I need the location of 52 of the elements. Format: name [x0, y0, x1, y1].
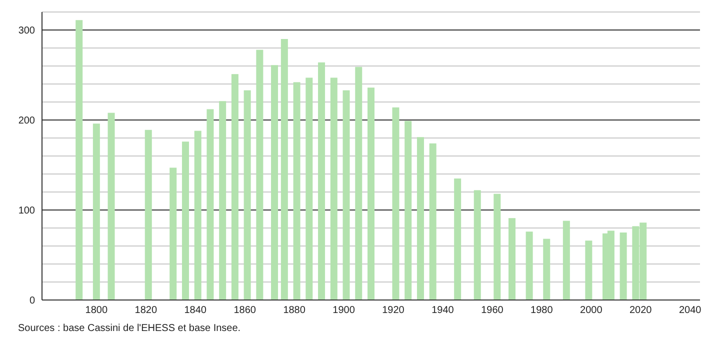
x-tick-label: 1980 — [530, 305, 554, 316]
bar — [244, 90, 251, 300]
bar — [293, 82, 300, 300]
bar — [416, 137, 424, 300]
y-tick-label: 300 — [18, 26, 36, 36]
bar — [392, 107, 400, 300]
bar — [318, 62, 326, 300]
y-tick-label: 100 — [18, 206, 36, 216]
bar — [194, 130, 202, 300]
bar — [306, 78, 313, 300]
bar — [342, 90, 350, 300]
bar — [280, 39, 288, 300]
x-tick-label: 1940 — [432, 305, 454, 316]
x-tick-label: 1820 — [134, 305, 158, 316]
bar — [526, 232, 533, 300]
bar — [144, 130, 152, 300]
bar — [585, 240, 592, 300]
bar — [219, 101, 226, 300]
x-tick-label: 1880 — [283, 305, 306, 316]
bar — [508, 218, 516, 300]
x-tick-label: 1920 — [382, 305, 405, 316]
x-tick-label: 1960 — [481, 305, 504, 316]
y-tick-label: 0 — [29, 296, 36, 306]
bar — [543, 238, 550, 300]
x-tick-label: 1900 — [332, 305, 356, 316]
bar — [206, 109, 214, 300]
bar — [170, 168, 177, 300]
x-tick-label: 2020 — [630, 305, 652, 316]
x-tick-label: 1800 — [85, 305, 108, 316]
bar — [330, 78, 338, 300]
bar — [474, 190, 481, 300]
x-tick-label: 2040 — [678, 305, 702, 316]
bar — [368, 88, 374, 300]
bar — [76, 20, 83, 300]
bar — [404, 120, 412, 300]
bar — [562, 220, 570, 300]
bar — [92, 124, 100, 300]
bar — [231, 74, 238, 300]
bar — [494, 194, 501, 300]
bar — [256, 50, 264, 300]
bar — [429, 143, 436, 300]
bar — [271, 65, 278, 300]
bar — [182, 142, 189, 300]
x-tick-label: 1840 — [184, 305, 207, 316]
x-tick-label: 2000 — [580, 305, 603, 316]
bar — [108, 112, 115, 300]
bar — [620, 232, 627, 300]
x-tick-label: 1860 — [234, 305, 256, 316]
bar — [454, 178, 462, 300]
y-tick-label: 200 — [18, 116, 36, 126]
bar — [355, 66, 362, 300]
source-note: Sources : base Cassini de l'EHESS et base Insee. — [18, 323, 241, 334]
